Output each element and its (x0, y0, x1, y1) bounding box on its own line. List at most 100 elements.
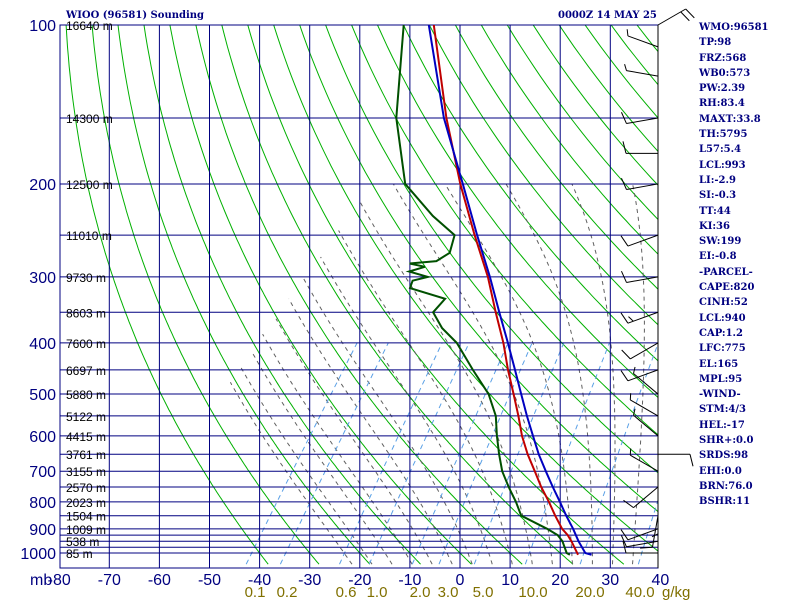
temperature-tick-label: -40 (248, 572, 271, 589)
moist-adiabat-line (338, 230, 513, 565)
height-label: 6697 m (66, 364, 106, 378)
wind-barb (627, 369, 659, 382)
sounding-index: TP:98 (699, 37, 732, 49)
pressure-tick-label: 300 (29, 270, 56, 287)
pressure-tick-label: 400 (29, 336, 56, 353)
height-label: 14300 m (66, 112, 113, 126)
temperature-tick-label: -70 (98, 572, 121, 589)
sounding-index: MAXT:33.8 (699, 113, 761, 125)
sounding-index: STM:4/3 (699, 404, 746, 416)
sounding-index: WMO:96581 (699, 22, 769, 33)
height-label: 85 m (66, 547, 93, 561)
height-label: 9730 m (66, 271, 106, 285)
temperature-trace (432, 25, 579, 556)
height-label: 8603 m (66, 306, 106, 320)
moist-adiabat-line (275, 318, 433, 565)
wind-barb-flag (620, 235, 629, 247)
height-label: 1009 m (66, 523, 106, 537)
dewpoint-trace (395, 25, 571, 556)
wind-barb-flag (680, 11, 690, 22)
pressure-tick-label: 700 (29, 464, 56, 481)
mixing-ratio-line (524, 342, 610, 565)
wind-barb (651, 515, 659, 548)
temperature-tick-label: -50 (198, 572, 221, 589)
mixing-ratio-label: 10.0 (518, 584, 547, 600)
mixing-ratio-unit: g/kg (662, 584, 690, 600)
parcel-trace (427, 25, 592, 556)
moist-adiabat-line (505, 183, 593, 565)
wind-barb-flag (628, 316, 634, 322)
height-label: 5122 m (66, 410, 106, 424)
height-label: 2023 m (66, 496, 106, 510)
sounding-index: LI:-2.9 (699, 174, 736, 186)
dry-adiabat-line (299, 25, 658, 513)
sounding-index: MPL:95 (699, 373, 743, 385)
wind-barb-flag (685, 8, 695, 19)
sounding-index: EHI:0.0 (699, 465, 742, 477)
mixing-ratio-line (411, 342, 509, 565)
wind-barb (626, 540, 659, 548)
mixing-ratio-line (368, 342, 470, 565)
wind-barb-flag (623, 499, 634, 509)
dry-adiabat-line (65, 25, 269, 565)
moist-adiabats (229, 183, 645, 565)
wind-barb (627, 35, 659, 48)
sounding-index: PW:2.39 (699, 83, 746, 95)
wind-barb-flag (624, 64, 627, 71)
moist-adiabat-line (571, 183, 616, 565)
temperature-tick-label: 30 (601, 572, 619, 589)
height-label: 3761 m (66, 448, 106, 462)
mixing-ratio-lines (245, 342, 658, 565)
sounding-index: RH:83.4 (699, 98, 745, 110)
sounding-index: KI:36 (699, 220, 730, 232)
wind-barb (626, 70, 659, 77)
wind-barb-flag (620, 178, 627, 190)
dry-adiabat-line (782, 13, 800, 564)
sounding-index: -WIND- (699, 389, 741, 401)
dry-adiabat-line (454, 25, 658, 290)
moist-adiabat-line (392, 183, 553, 565)
mixing-ratio-line (473, 342, 565, 565)
wind-barb-flag (620, 112, 627, 124)
mixing-ratio-label: 2.0 (410, 584, 431, 600)
moist-adiabat-line (262, 333, 413, 565)
moist-adiabat-line (358, 200, 533, 565)
wind-barb (633, 414, 659, 437)
sounding-index: HEL:-17 (699, 419, 745, 431)
sounding-index: L57:5.4 (699, 144, 742, 156)
pressure-tick-label: 600 (29, 429, 56, 446)
temperature-tick-label: -20 (348, 572, 371, 589)
sounding-indices-list: WMO:96581 TP:98 FRZ:568 WB0:573 PW:2.39 RH:83… (699, 20, 769, 510)
wind-barb (627, 528, 659, 541)
valid-time: 0000Z 14 MAY 25 (558, 10, 657, 21)
wind-barb-flag (620, 370, 629, 382)
sounding-index: -PARCEL- (699, 266, 753, 278)
mixing-ratio-label: 20.0 (575, 584, 604, 600)
station-title: WIOO (96581) Sounding (66, 10, 205, 21)
dry-adiabat-line (221, 25, 574, 565)
temperature-tick-label: 40 (652, 572, 670, 589)
dry-adiabat-line (143, 25, 421, 565)
mixing-ratio-label: 40.0 (625, 584, 654, 600)
mixing-ratio-label: 0.1 (245, 584, 266, 600)
temperature-tick-label: -30 (298, 572, 321, 589)
wind-barb-flag (622, 540, 627, 554)
height-label: 7600 m (66, 337, 106, 351)
mixing-ratio-line (339, 342, 443, 565)
sounding-index: LFC:775 (699, 343, 746, 355)
dry-adiabat-line (117, 25, 371, 565)
sounding-index: TH:5795 (699, 129, 748, 141)
height-label: 538 m (66, 535, 99, 549)
wind-barb (657, 8, 686, 26)
temperature-tick-label: 20 (551, 572, 569, 589)
moist-adiabat-line (229, 382, 353, 565)
temperature-tick-label: -60 (148, 572, 171, 589)
wind-barb-flag (689, 454, 694, 467)
wind-barb-flag (626, 29, 629, 36)
wind-barb-flag (640, 546, 653, 549)
wind-barb (626, 117, 659, 125)
sounding-index: CAPE:820 (699, 282, 755, 294)
wind-barb (626, 183, 659, 190)
sounding-index: EL:165 (699, 358, 739, 370)
